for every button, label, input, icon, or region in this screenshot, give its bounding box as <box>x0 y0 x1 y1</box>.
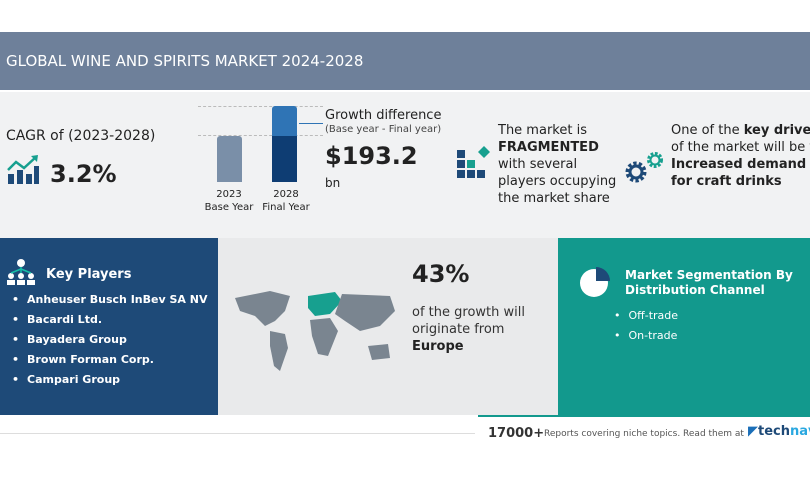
region-panel: 43% of the growth will originate from Euro… <box>218 238 558 415</box>
people-network-icon <box>7 259 35 285</box>
segment-item: Off-trade <box>614 306 679 326</box>
player-item: Bacardi Ltd. <box>12 310 207 330</box>
arrow-icon <box>299 123 323 124</box>
player-item: Campari Group <box>12 370 207 390</box>
key-players-panel: Key Players Anheuser Busch InBev SA NV B… <box>0 238 218 415</box>
bar-2028-base <box>272 136 297 182</box>
cagr-label: CAGR of (2023-2028) <box>6 128 156 144</box>
footer-divider <box>0 433 475 434</box>
player-item: Brown Forman Corp. <box>12 350 207 370</box>
region-text: of the growth will originate from Europe <box>412 305 525 354</box>
region-percent: 43% <box>412 260 470 288</box>
player-item: Bayadera Group <box>12 330 207 350</box>
segment-item: On-trade <box>614 326 678 346</box>
growth-label: Growth difference <box>325 108 442 123</box>
final-year: 2028 <box>273 189 299 200</box>
pie-chart-icon <box>580 267 610 297</box>
growth-value: $193.2 <box>325 142 418 170</box>
growth-sub: (Base year - Final year) <box>325 124 442 135</box>
key-players-title: Key Players <box>46 267 132 282</box>
segmentation-panel: Market Segmentation By Distribution Chann… <box>558 238 810 415</box>
footer-text: Reports covering niche topics. Read them… <box>544 429 744 439</box>
header-bar: GLOBAL WINE AND SPIRITS MARKET 2024-2028 <box>0 32 810 90</box>
reports-count: 17000+ <box>488 426 545 441</box>
final-year-label: Final Year <box>262 202 310 213</box>
bar-2023 <box>217 136 242 182</box>
player-item: Anheuser Busch InBev SA NV <box>12 290 207 310</box>
market-structure-text: The market is FRAGMENTED with several playe… <box>498 123 617 206</box>
growth-unit: bn <box>325 176 341 190</box>
bar-2028-growth <box>272 106 297 136</box>
page-title: GLOBAL WINE AND SPIRITS MARKET 2024-2028 <box>6 52 364 70</box>
chart-growth-icon <box>7 155 39 184</box>
fragmented-icon <box>457 146 490 178</box>
technavio-logo[interactable]: ◤technavio <box>748 424 810 439</box>
summary-panel: CAGR of (2023-2028) 3.2% 2023 Base Year 2… <box>0 92 810 238</box>
cagr-value: 3.2% <box>50 160 117 188</box>
key-drivers-text: One of the key driversof the market will… <box>671 123 810 189</box>
base-year-label: Base Year <box>204 202 254 213</box>
gears-icon <box>625 152 663 183</box>
world-map <box>235 291 395 371</box>
base-year: 2023 <box>216 189 242 200</box>
segmentation-title: Market Segmentation By Distribution Chann… <box>625 268 793 297</box>
